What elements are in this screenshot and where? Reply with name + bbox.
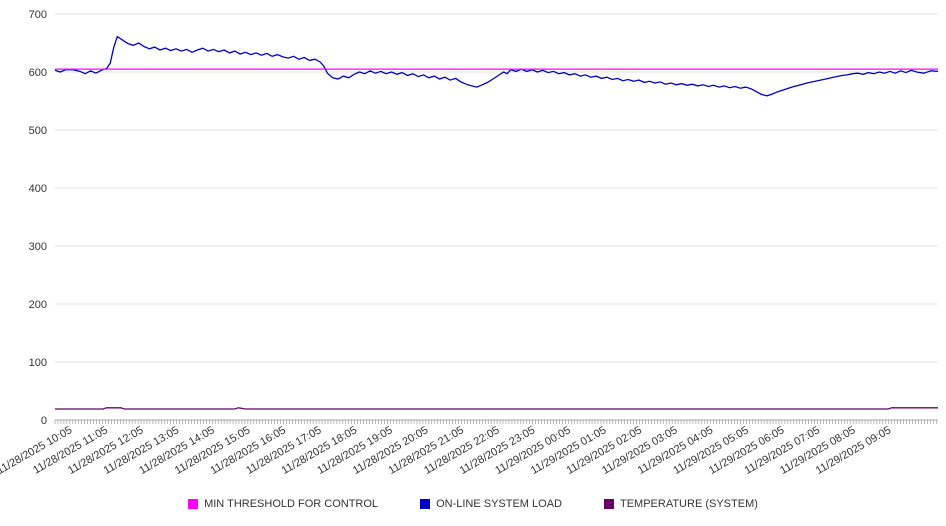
svg-text:100: 100 [29,357,47,369]
chart-canvas: 0 100 200 300 400 500 600 700 11/28/2025 10:0511… [0,9,939,477]
svg-text:400: 400 [29,183,47,195]
series-line-1 [54,35,939,97]
svg-text:600: 600 [29,67,47,79]
legend-item-min-threshold: MIN THRESHOLD FOR CONTROL [188,498,378,510]
legend-label-system-load: ON-LINE SYSTEM LOAD [436,498,562,510]
svg-text:300: 300 [29,241,47,253]
legend-label-temperature: TEMPERATURE (SYSTEM) [619,498,758,510]
legend-swatch-temperature [603,499,614,509]
legend-swatch-system-load [420,499,431,509]
series-lines [54,35,939,410]
legend-item-system-load: ON-LINE SYSTEM LOAD [420,498,562,510]
svg-text:500: 500 [29,125,47,137]
x-axis-minor-ticks [54,420,937,424]
legend-label-min-threshold: MIN THRESHOLD FOR CONTROL [204,498,379,510]
series-line-2 [55,407,938,410]
y-axis-labels: 0 100 200 300 400 500 600 700 [29,9,47,427]
svg-text:700: 700 [29,9,47,21]
svg-text:200: 200 [29,299,47,311]
legend-swatch-min-threshold [188,499,199,509]
chart-legend: MIN THRESHOLD FOR CONTROL ON-LINE SYSTEM… [0,498,946,510]
svg-text:0: 0 [41,415,47,427]
legend-item-temperature: TEMPERATURE (SYSTEM) [603,498,758,510]
gridlines [55,13,938,421]
